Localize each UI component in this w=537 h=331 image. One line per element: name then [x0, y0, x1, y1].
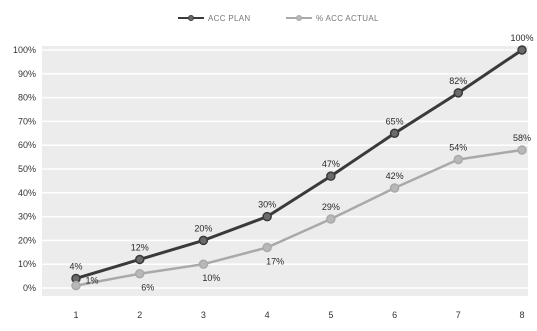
- legend-marker: [188, 15, 194, 21]
- y-tick-label: 0%: [23, 283, 36, 293]
- data-label: 4%: [69, 261, 82, 271]
- data-label: 82%: [449, 76, 467, 86]
- data-point: [389, 128, 400, 139]
- x-tick-label: 7: [456, 310, 461, 320]
- data-label: 47%: [322, 159, 340, 169]
- data-label: 30%: [258, 200, 276, 210]
- data-point: [517, 145, 527, 155]
- legend-label: ACC PLAN: [208, 14, 250, 23]
- x-tick-label: 4: [265, 310, 270, 320]
- y-tick-label: 20%: [18, 235, 36, 245]
- data-label: 58%: [513, 133, 531, 143]
- data-label: 1%: [85, 276, 98, 286]
- x-tick-label: 2: [137, 310, 142, 320]
- y-tick-label: 60%: [18, 140, 36, 150]
- series-line: [74, 48, 524, 280]
- y-tick-label: 90%: [18, 69, 36, 79]
- data-point: [198, 235, 209, 246]
- data-point: [326, 214, 336, 224]
- data-label: 20%: [194, 223, 212, 233]
- data-label: 29%: [322, 202, 340, 212]
- x-tick-label: 6: [392, 310, 397, 320]
- data-label: 12%: [131, 242, 149, 252]
- y-tick-label: 40%: [18, 188, 36, 198]
- data-label: 6%: [141, 283, 154, 293]
- legend: ACC PLAN % ACC ACTUAL: [178, 14, 379, 23]
- data-point: [134, 268, 145, 279]
- series-markers: [71, 45, 527, 291]
- data-point: [326, 171, 336, 181]
- series-lines: [74, 48, 524, 287]
- series-line: [74, 148, 524, 287]
- y-tick-label: 10%: [18, 259, 36, 269]
- data-point: [453, 154, 464, 165]
- legend-marker: [296, 15, 302, 21]
- data-point: [262, 211, 272, 222]
- data-label: 54%: [449, 142, 467, 152]
- x-tick-label: 3: [201, 310, 206, 320]
- data-point: [262, 242, 272, 253]
- data-label: 42%: [386, 171, 404, 181]
- x-tick-label: 1: [73, 310, 78, 320]
- data-label: 10%: [202, 273, 220, 283]
- data-point: [517, 45, 527, 55]
- data-point: [389, 183, 400, 193]
- x-tick-label: 5: [328, 310, 333, 320]
- data-point: [134, 254, 145, 265]
- x-tick-label: 8: [519, 310, 524, 320]
- data-point: [453, 88, 464, 98]
- data-label: 17%: [266, 257, 284, 267]
- data-label: 100%: [510, 33, 533, 43]
- x-axis-ticks: 1 2 3 4 5 6 7 8: [73, 310, 524, 320]
- data-labels: 4% 12% 20% 30% 47% 65% 82% 100% 1% 6% 10% 17% 29% 42%…: [69, 33, 533, 293]
- y-tick-label: 30%: [18, 212, 36, 222]
- y-tick-label: 80%: [18, 93, 36, 103]
- y-tick-label: 70%: [18, 116, 36, 126]
- y-tick-label: 100%: [13, 45, 36, 55]
- y-axis-ticks: 0% 10% 20% 30% 40% 50% 60% 70% 80% 90% 100%: [13, 45, 36, 293]
- legend-label: % ACC ACTUAL: [316, 14, 379, 23]
- data-point: [198, 259, 209, 269]
- plot-area: [42, 46, 528, 296]
- data-point: [71, 280, 81, 291]
- data-label: 65%: [386, 116, 404, 126]
- y-tick-label: 50%: [18, 164, 36, 174]
